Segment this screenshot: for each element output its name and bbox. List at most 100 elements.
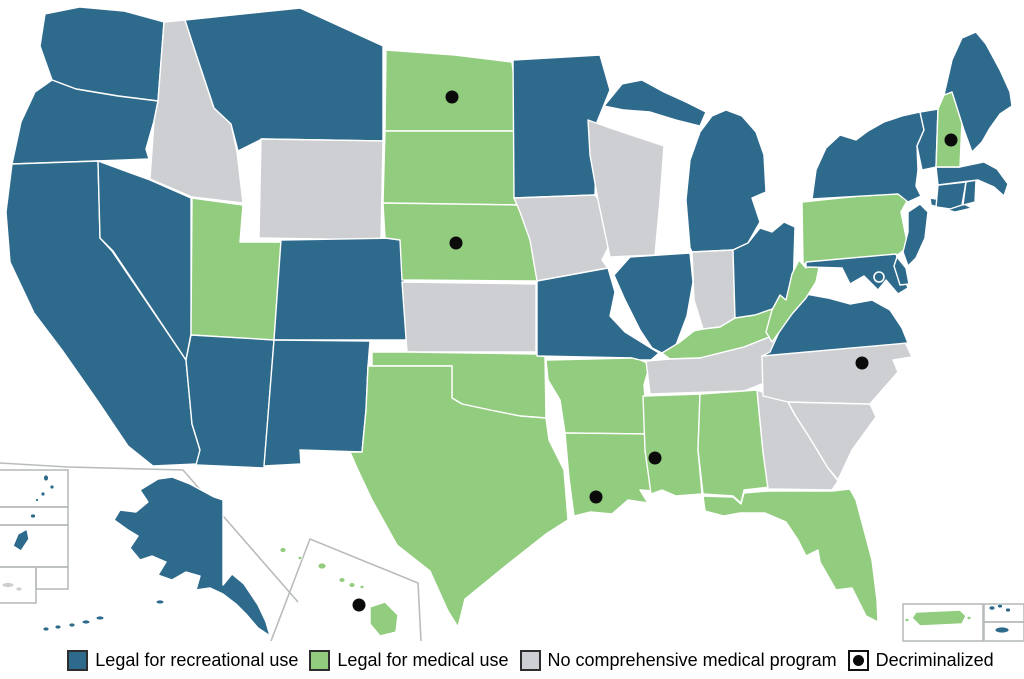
region-island-as (1, 582, 15, 588)
region-island-ak (155, 599, 165, 605)
region-pa (801, 191, 909, 265)
region-shape-mt (184, 7, 384, 152)
region-sc (787, 401, 877, 481)
decriminalized-dot-hi (352, 598, 366, 612)
region-gu (12, 528, 30, 552)
region-hi (279, 547, 399, 637)
region-shape-ma (935, 161, 1009, 197)
legend-label-recreational: Legal for recreational use (95, 649, 299, 670)
legend-label-medical: Legal for medical use (337, 649, 509, 670)
region-shape-hi (369, 601, 399, 637)
region-shape-me (943, 31, 1013, 153)
region-shape-nd (384, 49, 517, 132)
legend-item-decriminalized: Decriminalized (847, 649, 994, 671)
region-island-ak (68, 622, 76, 628)
region-me (943, 31, 1013, 153)
region-nm (263, 339, 371, 467)
legend-item-medical: Legal for medical use (309, 649, 509, 671)
regions-layer (1, 6, 1013, 637)
decriminalized-dot-ne (449, 236, 463, 250)
dc-circle-marker (873, 271, 885, 283)
inset-separator-line (270, 537, 422, 642)
region-shape-az (185, 334, 275, 469)
region-island-vi (997, 603, 1003, 609)
inset-frame (35, 566, 69, 590)
legend-swatch-medical (309, 649, 331, 671)
region-shape-ak (113, 476, 271, 637)
region-pr (904, 609, 972, 627)
inset-frame (0, 469, 69, 508)
region-shape-co (273, 237, 412, 341)
region-island-as (15, 586, 23, 592)
region-island-mp (30, 513, 36, 519)
region-shape-ar (545, 357, 651, 435)
inset-frame (983, 621, 1024, 642)
region-ms (642, 393, 703, 497)
region-as (1, 582, 23, 592)
region-island-vi (994, 626, 1010, 634)
region-island-mp (43, 474, 49, 482)
inset-separator-line (0, 462, 299, 603)
decriminalized-dot-nc (855, 356, 869, 370)
region-wi (587, 119, 665, 258)
region-shape-sd (382, 130, 521, 206)
legend-swatch-recreational (67, 649, 89, 671)
region-island-ak (95, 615, 105, 621)
region-island-pr (966, 616, 972, 621)
region-de (893, 256, 910, 286)
region-shape-nc (761, 341, 913, 405)
region-shape-sc (787, 401, 877, 481)
region-ma (935, 161, 1009, 197)
region-nd (384, 49, 517, 132)
legend: Legal for recreational use Legal for medi… (24, 645, 1024, 675)
legend-label-none: No comprehensive medical program (547, 649, 837, 670)
region-az (185, 334, 275, 469)
decriminalized-dot-nd (445, 90, 459, 104)
region-island-hi (348, 582, 356, 588)
region-mt (184, 7, 384, 152)
decriminalized-dot-nh (944, 133, 958, 147)
legend-swatch-decriminalized (847, 649, 869, 671)
region-shape-de (893, 256, 910, 286)
region-shape-ct (935, 181, 967, 210)
inset-frame (0, 524, 69, 568)
region-shape-pr (911, 609, 967, 627)
region-island-hi (317, 562, 327, 570)
region-shape-wi (587, 119, 665, 258)
legend-swatch-none (519, 649, 541, 671)
region-vi (988, 603, 1011, 634)
region-ks (401, 281, 537, 353)
region-island-hi (297, 556, 303, 561)
region-island-ak (42, 626, 50, 632)
inset-frames (0, 462, 1024, 642)
region-island-pr (904, 618, 910, 623)
region-shape-wy (258, 138, 384, 241)
region-island-mp (35, 498, 39, 502)
region-shape-nm (263, 339, 371, 467)
region-nj (902, 203, 929, 267)
region-ar (545, 357, 651, 435)
region-shape-md (805, 253, 909, 295)
region-ct (935, 181, 967, 210)
region-in (691, 249, 736, 330)
region-island-hi (338, 577, 346, 583)
region-shape-fl (702, 488, 879, 623)
region-island-ak (81, 619, 91, 625)
region-island-hi (279, 547, 287, 553)
region-shape-ks (401, 281, 537, 353)
region-shape-nj (902, 203, 929, 267)
region-shape-gu (12, 528, 30, 552)
region-tx (349, 365, 569, 628)
region-island-mp (40, 491, 46, 497)
region-island-vi (1005, 607, 1011, 613)
decriminalized-dot-la (589, 490, 603, 504)
region-island-mp (49, 484, 55, 490)
region-shape-or (11, 79, 159, 165)
region-shape-in (691, 249, 736, 330)
region-shape-pa (801, 191, 909, 265)
legend-dot-icon (852, 654, 864, 666)
region-sd (382, 130, 521, 206)
region-ak (42, 476, 271, 637)
legend-item-none: No comprehensive medical program (519, 649, 837, 671)
